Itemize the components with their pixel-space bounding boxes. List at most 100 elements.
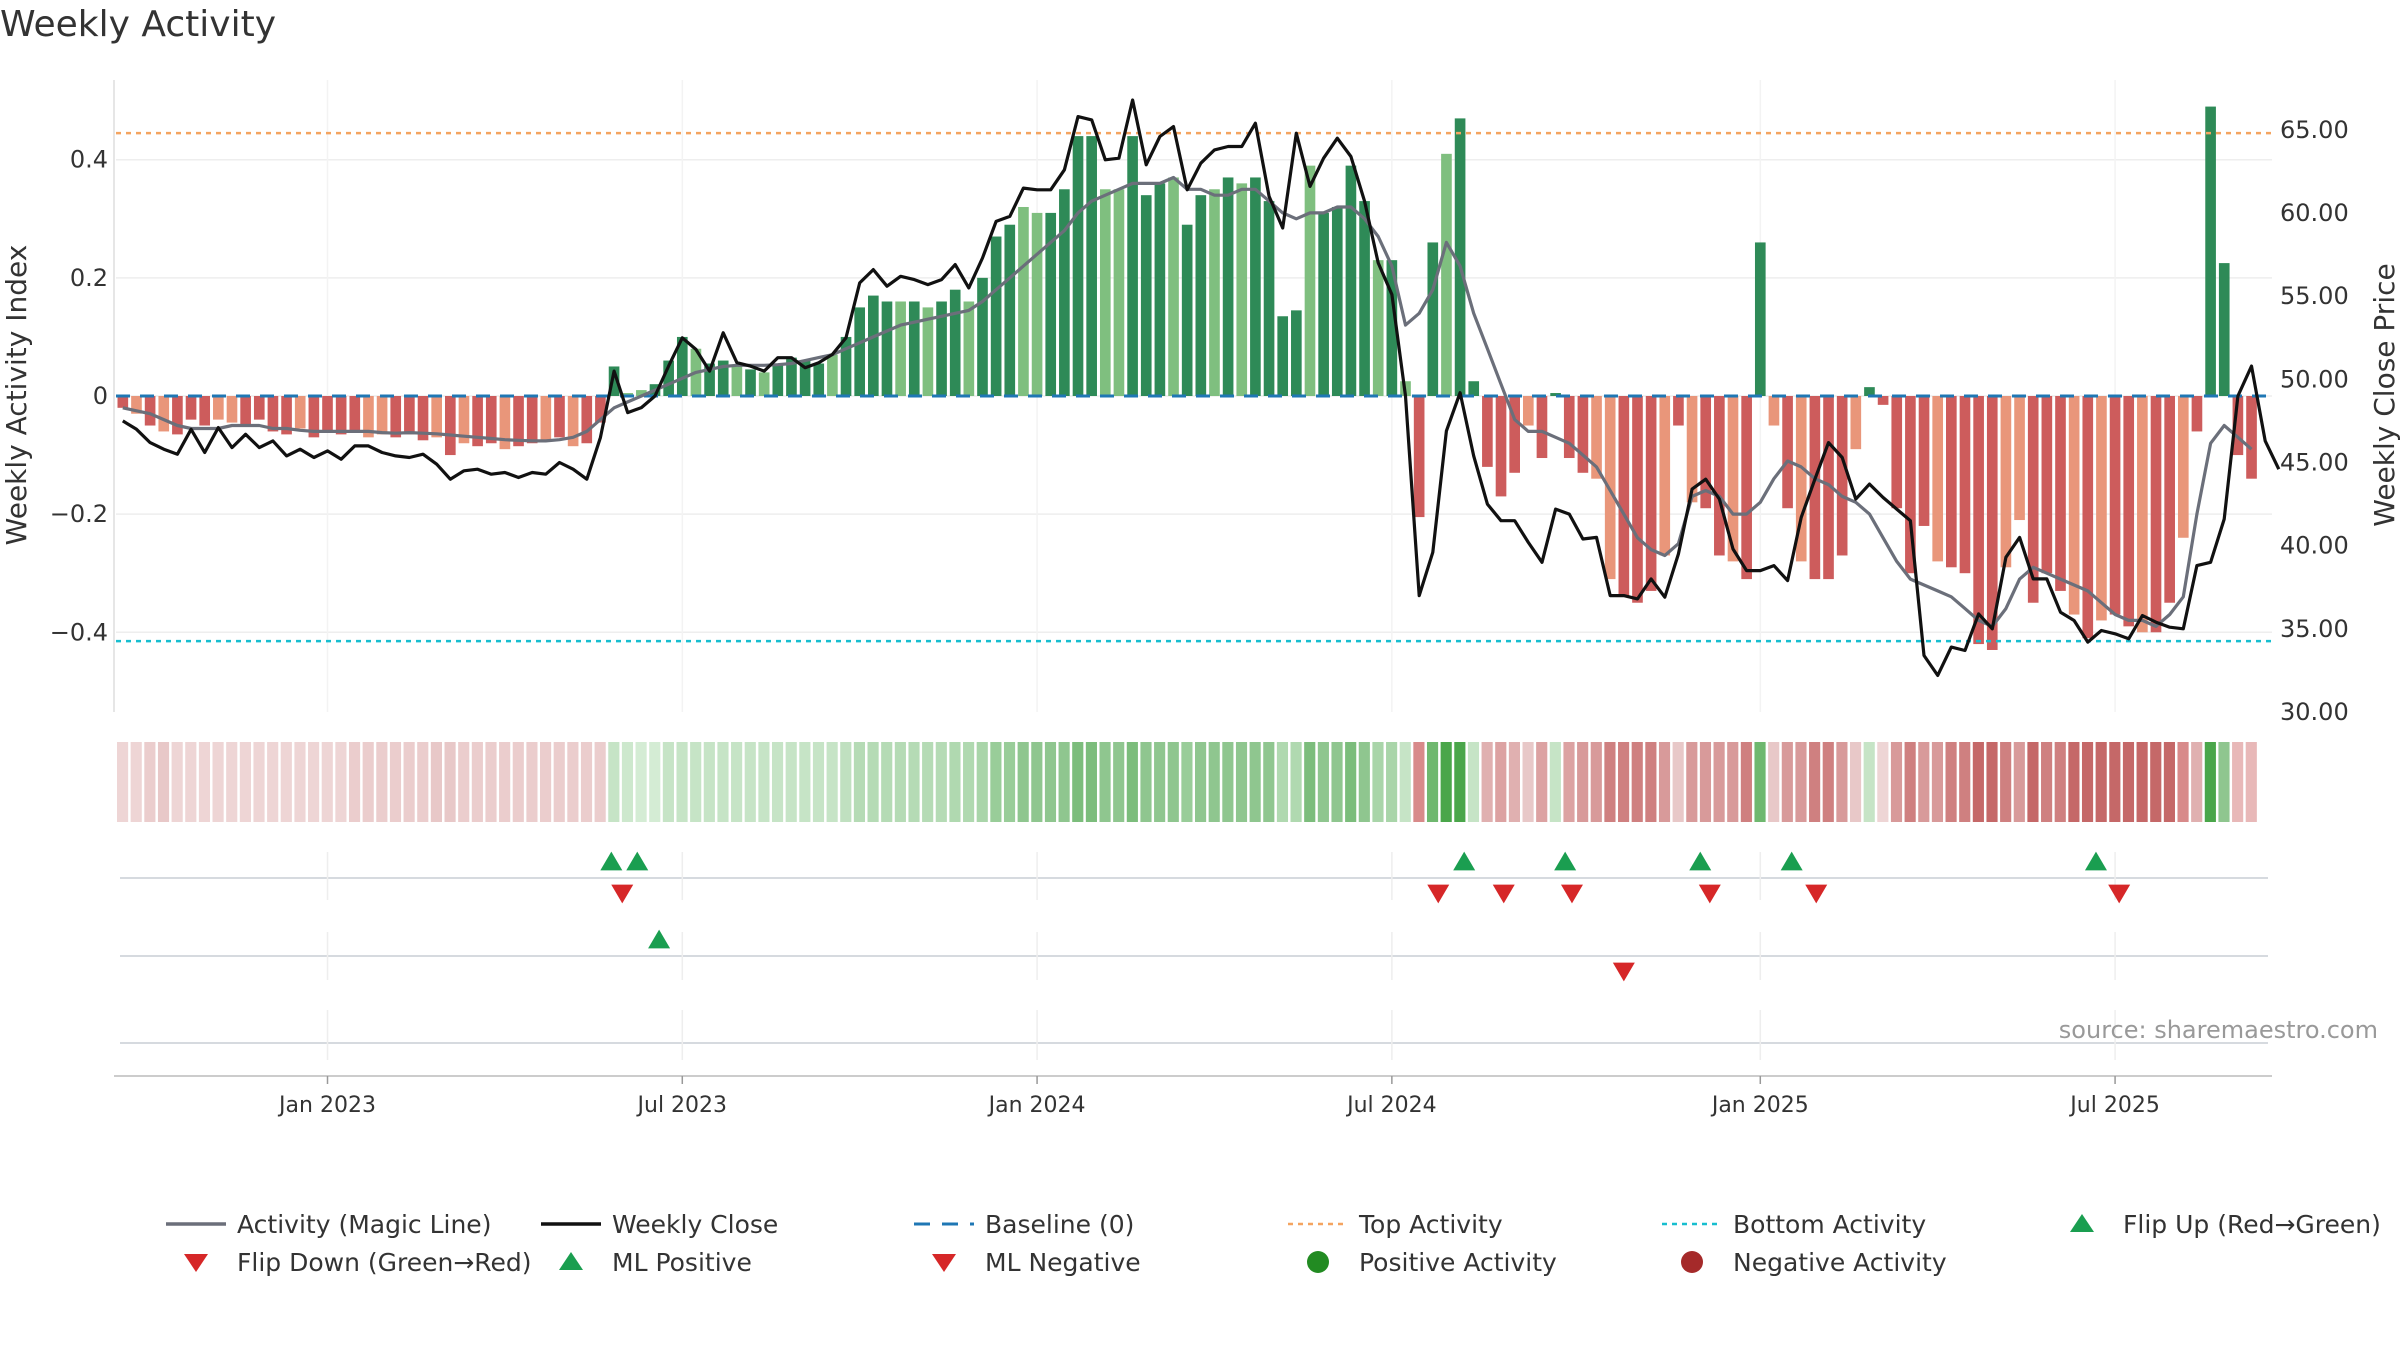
activity-bar <box>2218 263 2230 396</box>
y-right-tick-label: 35.00 <box>2280 615 2349 643</box>
activity-bar <box>1031 212 1043 396</box>
activity-bar <box>1181 224 1193 396</box>
activity-bar <box>540 396 552 441</box>
strip-cell <box>1822 742 1834 822</box>
strip-cell <box>171 742 183 822</box>
activity-bar <box>1754 242 1766 396</box>
strip-cell <box>1167 742 1179 822</box>
flip-down-marker <box>1698 884 1721 904</box>
y-left-tick-label: −0.2 <box>50 500 108 528</box>
strip-cell <box>485 742 497 822</box>
activity-bar <box>813 363 825 396</box>
x-tick-label: Jul 2024 <box>1345 1093 1437 1118</box>
strip-cell <box>990 742 1002 822</box>
x-tick-label: Jul 2023 <box>636 1093 728 1118</box>
strip-cell <box>1618 742 1630 822</box>
strip-cell <box>1809 742 1821 822</box>
activity-bar <box>1468 381 1480 396</box>
flip-up-marker <box>1453 851 1476 871</box>
legend-item-baseline: Baseline (0) <box>914 1210 1134 1239</box>
strip-cell <box>1849 742 1862 822</box>
strip-cell <box>553 742 565 822</box>
activity-bar <box>1591 396 1602 479</box>
strip-cell <box>2068 742 2080 822</box>
strip-cell <box>1113 742 1125 822</box>
legend-item-magic: Activity (Magic Line) <box>166 1210 491 1239</box>
strip-cell <box>2013 742 2025 822</box>
strip-cell <box>567 742 579 822</box>
strip-cell <box>1235 742 1248 822</box>
activity-bar <box>676 336 688 396</box>
activity-bar <box>499 396 511 450</box>
activity-bar <box>1413 396 1425 518</box>
legend-item-negdot: Negative Activity <box>1681 1248 1947 1277</box>
activity-bar <box>390 396 402 438</box>
activity-bar <box>485 396 497 444</box>
activity-bar <box>253 396 265 420</box>
activity-bar <box>1795 396 1807 562</box>
legend-swatch-down <box>932 1254 956 1272</box>
strip-cell <box>731 742 743 822</box>
activity-bar <box>1222 177 1234 396</box>
legend-swatch-negdot <box>1681 1251 1703 1273</box>
activity-bar <box>1768 396 1780 426</box>
legend-label: Flip Down (Green→Red) <box>237 1248 532 1277</box>
strip-cell <box>1508 742 1520 822</box>
strip-cell <box>2218 742 2230 822</box>
activity-bar <box>1195 195 1207 396</box>
activity-bar <box>908 301 920 396</box>
strip-cell <box>1031 742 1043 822</box>
strip-cell <box>1126 742 1138 822</box>
activity-bar <box>2164 396 2175 603</box>
strip-cell <box>771 742 784 822</box>
activity-bar <box>608 366 620 396</box>
flip-down-marker <box>2108 884 2131 904</box>
strip-cell <box>376 742 388 822</box>
activity-bar <box>1645 396 1657 591</box>
activity-bar <box>1441 153 1452 396</box>
strip-cell <box>1713 742 1725 822</box>
activity-bar <box>799 360 811 396</box>
strip-cell <box>1317 742 1329 822</box>
y-right-tick-label: 40.00 <box>2280 532 2349 560</box>
activity-bar <box>2191 396 2203 432</box>
strip-cell <box>1085 742 1097 822</box>
strip-cell <box>867 742 879 822</box>
activity-bar <box>554 396 565 438</box>
strip-cell <box>594 742 606 822</box>
strip-cell <box>649 742 661 822</box>
activity-bar <box>663 360 674 396</box>
activity-bar <box>513 396 524 447</box>
activity-bar <box>1345 165 1357 396</box>
activity-bar <box>745 369 756 396</box>
strip-cell <box>2150 742 2162 822</box>
strip-cell <box>1304 742 1316 822</box>
activity-bar <box>2123 396 2135 627</box>
strip-cell <box>308 742 320 822</box>
strip-cell <box>239 742 251 822</box>
activity-bar <box>431 396 442 438</box>
line-layer <box>116 98 2281 678</box>
strip-cell <box>785 742 797 822</box>
strip-cell <box>1945 742 1957 822</box>
strip-cell <box>1781 742 1793 822</box>
legend-label: Positive Activity <box>1359 1248 1557 1277</box>
activity-bar <box>758 372 770 396</box>
activity-bar <box>2041 396 2053 574</box>
x-tick-label: Jan 2024 <box>987 1093 1086 1118</box>
activity-bar <box>1986 396 1998 650</box>
strip-cell <box>226 742 238 822</box>
strip-cell <box>130 742 142 822</box>
strip-cell <box>2136 742 2148 822</box>
activity-bar <box>1850 396 1862 450</box>
activity-bar <box>1331 206 1343 396</box>
activity-bar <box>2205 106 2216 396</box>
strip-cell <box>1890 742 1903 822</box>
strip-cell <box>1195 742 1207 822</box>
activity-bar <box>281 396 292 435</box>
flip-up-marker <box>2084 851 2107 871</box>
activity-bar <box>240 396 251 426</box>
activity-bar <box>1427 242 1439 396</box>
strip-cell <box>1290 742 1302 822</box>
legend-item-bottom: Bottom Activity <box>1662 1210 1926 1239</box>
